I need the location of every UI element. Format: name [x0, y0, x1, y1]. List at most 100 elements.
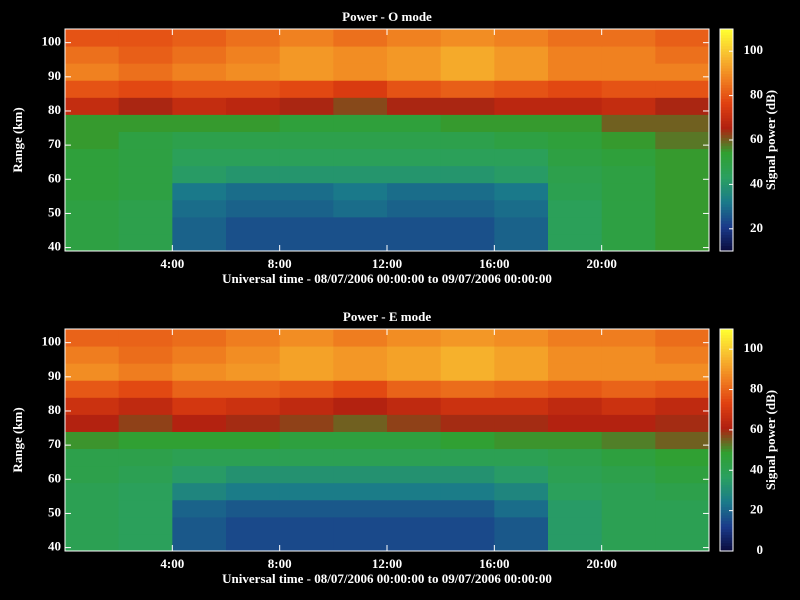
heatmap-cell: [601, 199, 656, 218]
heatmap-cell: [387, 516, 442, 535]
colorbar-strip: [720, 542, 733, 547]
heatmap-cell: [548, 448, 603, 467]
colorbar-strip: [720, 134, 733, 138]
heatmap-cell: [387, 182, 442, 201]
heatmap-cell: [172, 448, 227, 467]
heatmap-cell: [279, 363, 334, 381]
heatmap-cell: [118, 97, 173, 115]
colorbar-strip: [720, 239, 733, 244]
heatmap-cell: [279, 465, 334, 484]
heatmap-cell: [655, 482, 710, 501]
colorbar-tick-label: 20: [750, 220, 763, 235]
colorbar-strip: [720, 103, 733, 108]
colorbar-strip: [720, 189, 733, 194]
heatmap-cell: [548, 499, 603, 518]
heatmap-cell: [548, 363, 603, 381]
heatmap-cell: [118, 131, 173, 150]
heatmap-cell: [655, 533, 710, 552]
heatmap-cell: [387, 97, 442, 115]
heatmap-cell: [387, 216, 442, 235]
heatmap-cell: [548, 216, 603, 235]
y-tick-label: 40: [48, 239, 61, 254]
colorbar-strip: [720, 223, 733, 227]
colorbar-strip: [720, 90, 733, 94]
colorbar-strip: [720, 206, 733, 210]
heatmap-cell: [387, 431, 442, 450]
heatmap-cell: [172, 80, 227, 98]
colorbar-strip: [720, 398, 733, 402]
heatmap-cell: [172, 29, 227, 47]
heatmap-cell: [655, 431, 710, 450]
heatmap-cell: [226, 29, 281, 47]
colorbar-strip: [720, 201, 733, 205]
colorbar-strip: [720, 212, 733, 216]
colorbar-strip: [720, 234, 733, 238]
colorbar-strip: [720, 228, 733, 233]
heatmap-cell: [333, 165, 388, 184]
y-tick-label: 70: [48, 136, 61, 151]
colorbar-strip: [720, 340, 733, 344]
colorbar-strip: [720, 434, 733, 438]
heatmap-cell: [494, 97, 549, 115]
colorbar-strip: [720, 198, 733, 202]
heatmap-cell: [655, 114, 710, 132]
colorbar-strip: [720, 545, 733, 549]
heatmap-cell: [440, 431, 495, 450]
colorbar-strip: [720, 156, 733, 161]
heatmap-cell: [387, 465, 442, 484]
y-tick-label: 100: [42, 34, 62, 49]
heatmap-cell: [440, 216, 495, 235]
heatmap-cell: [118, 397, 173, 415]
heatmap-cell: [548, 431, 603, 450]
colorbar-strip: [720, 209, 733, 213]
colorbar-strip: [720, 548, 733, 552]
colorbar-strip: [720, 367, 733, 372]
heatmap-cell: [601, 216, 656, 235]
heatmap-cell: [172, 533, 227, 552]
heatmap-cell: [65, 465, 120, 484]
colorbar-strip: [720, 376, 733, 380]
heatmap-cell: [118, 363, 173, 381]
heatmap-cell: [440, 63, 495, 81]
colorbar-strip: [720, 178, 733, 183]
heatmap-cell: [118, 380, 173, 398]
heatmap-cell: [440, 363, 495, 381]
colorbar-strip: [720, 426, 733, 430]
heatmap-cell: [440, 131, 495, 150]
colorbar-strip: [720, 162, 733, 166]
y-tick-label: 70: [48, 436, 61, 451]
heatmap-cell: [655, 380, 710, 398]
colorbar-strip: [720, 45, 733, 50]
colorbar-strip: [720, 476, 733, 480]
heatmap-cell: [494, 165, 549, 184]
heatmap-cell: [601, 414, 656, 432]
heatmap-cell: [387, 499, 442, 518]
heatmap-cell: [333, 363, 388, 381]
heatmap-cell: [226, 346, 281, 364]
colorbar-strip: [720, 351, 733, 355]
heatmap-cell: [118, 448, 173, 467]
colorbar-strip: [720, 462, 733, 466]
heatmap-cell: [118, 29, 173, 47]
heatmap-cell: [494, 80, 549, 98]
heatmap-cell: [655, 80, 710, 98]
heatmap-cell: [279, 165, 334, 184]
heatmap-cell: [226, 148, 281, 167]
heatmap-cell: [65, 397, 120, 415]
heatmap-cell: [440, 448, 495, 467]
heatmap-cell: [172, 380, 227, 398]
heatmap-cell: [279, 346, 334, 364]
x-tick-label: 12:00: [372, 556, 402, 571]
heatmap-cell: [601, 363, 656, 381]
heatmap-cell: [494, 448, 549, 467]
heatmap-cell: [279, 233, 334, 252]
heatmap-cell: [494, 516, 549, 535]
colorbar-strip: [720, 214, 733, 219]
colorbar-tick-label: 60: [750, 131, 763, 146]
heatmap-cell: [279, 499, 334, 518]
heatmap-cell: [333, 97, 388, 115]
colorbar-strip: [720, 378, 733, 383]
heatmap-cell: [494, 182, 549, 201]
colorbar-strip: [720, 448, 733, 452]
colorbar-strip: [720, 492, 733, 497]
